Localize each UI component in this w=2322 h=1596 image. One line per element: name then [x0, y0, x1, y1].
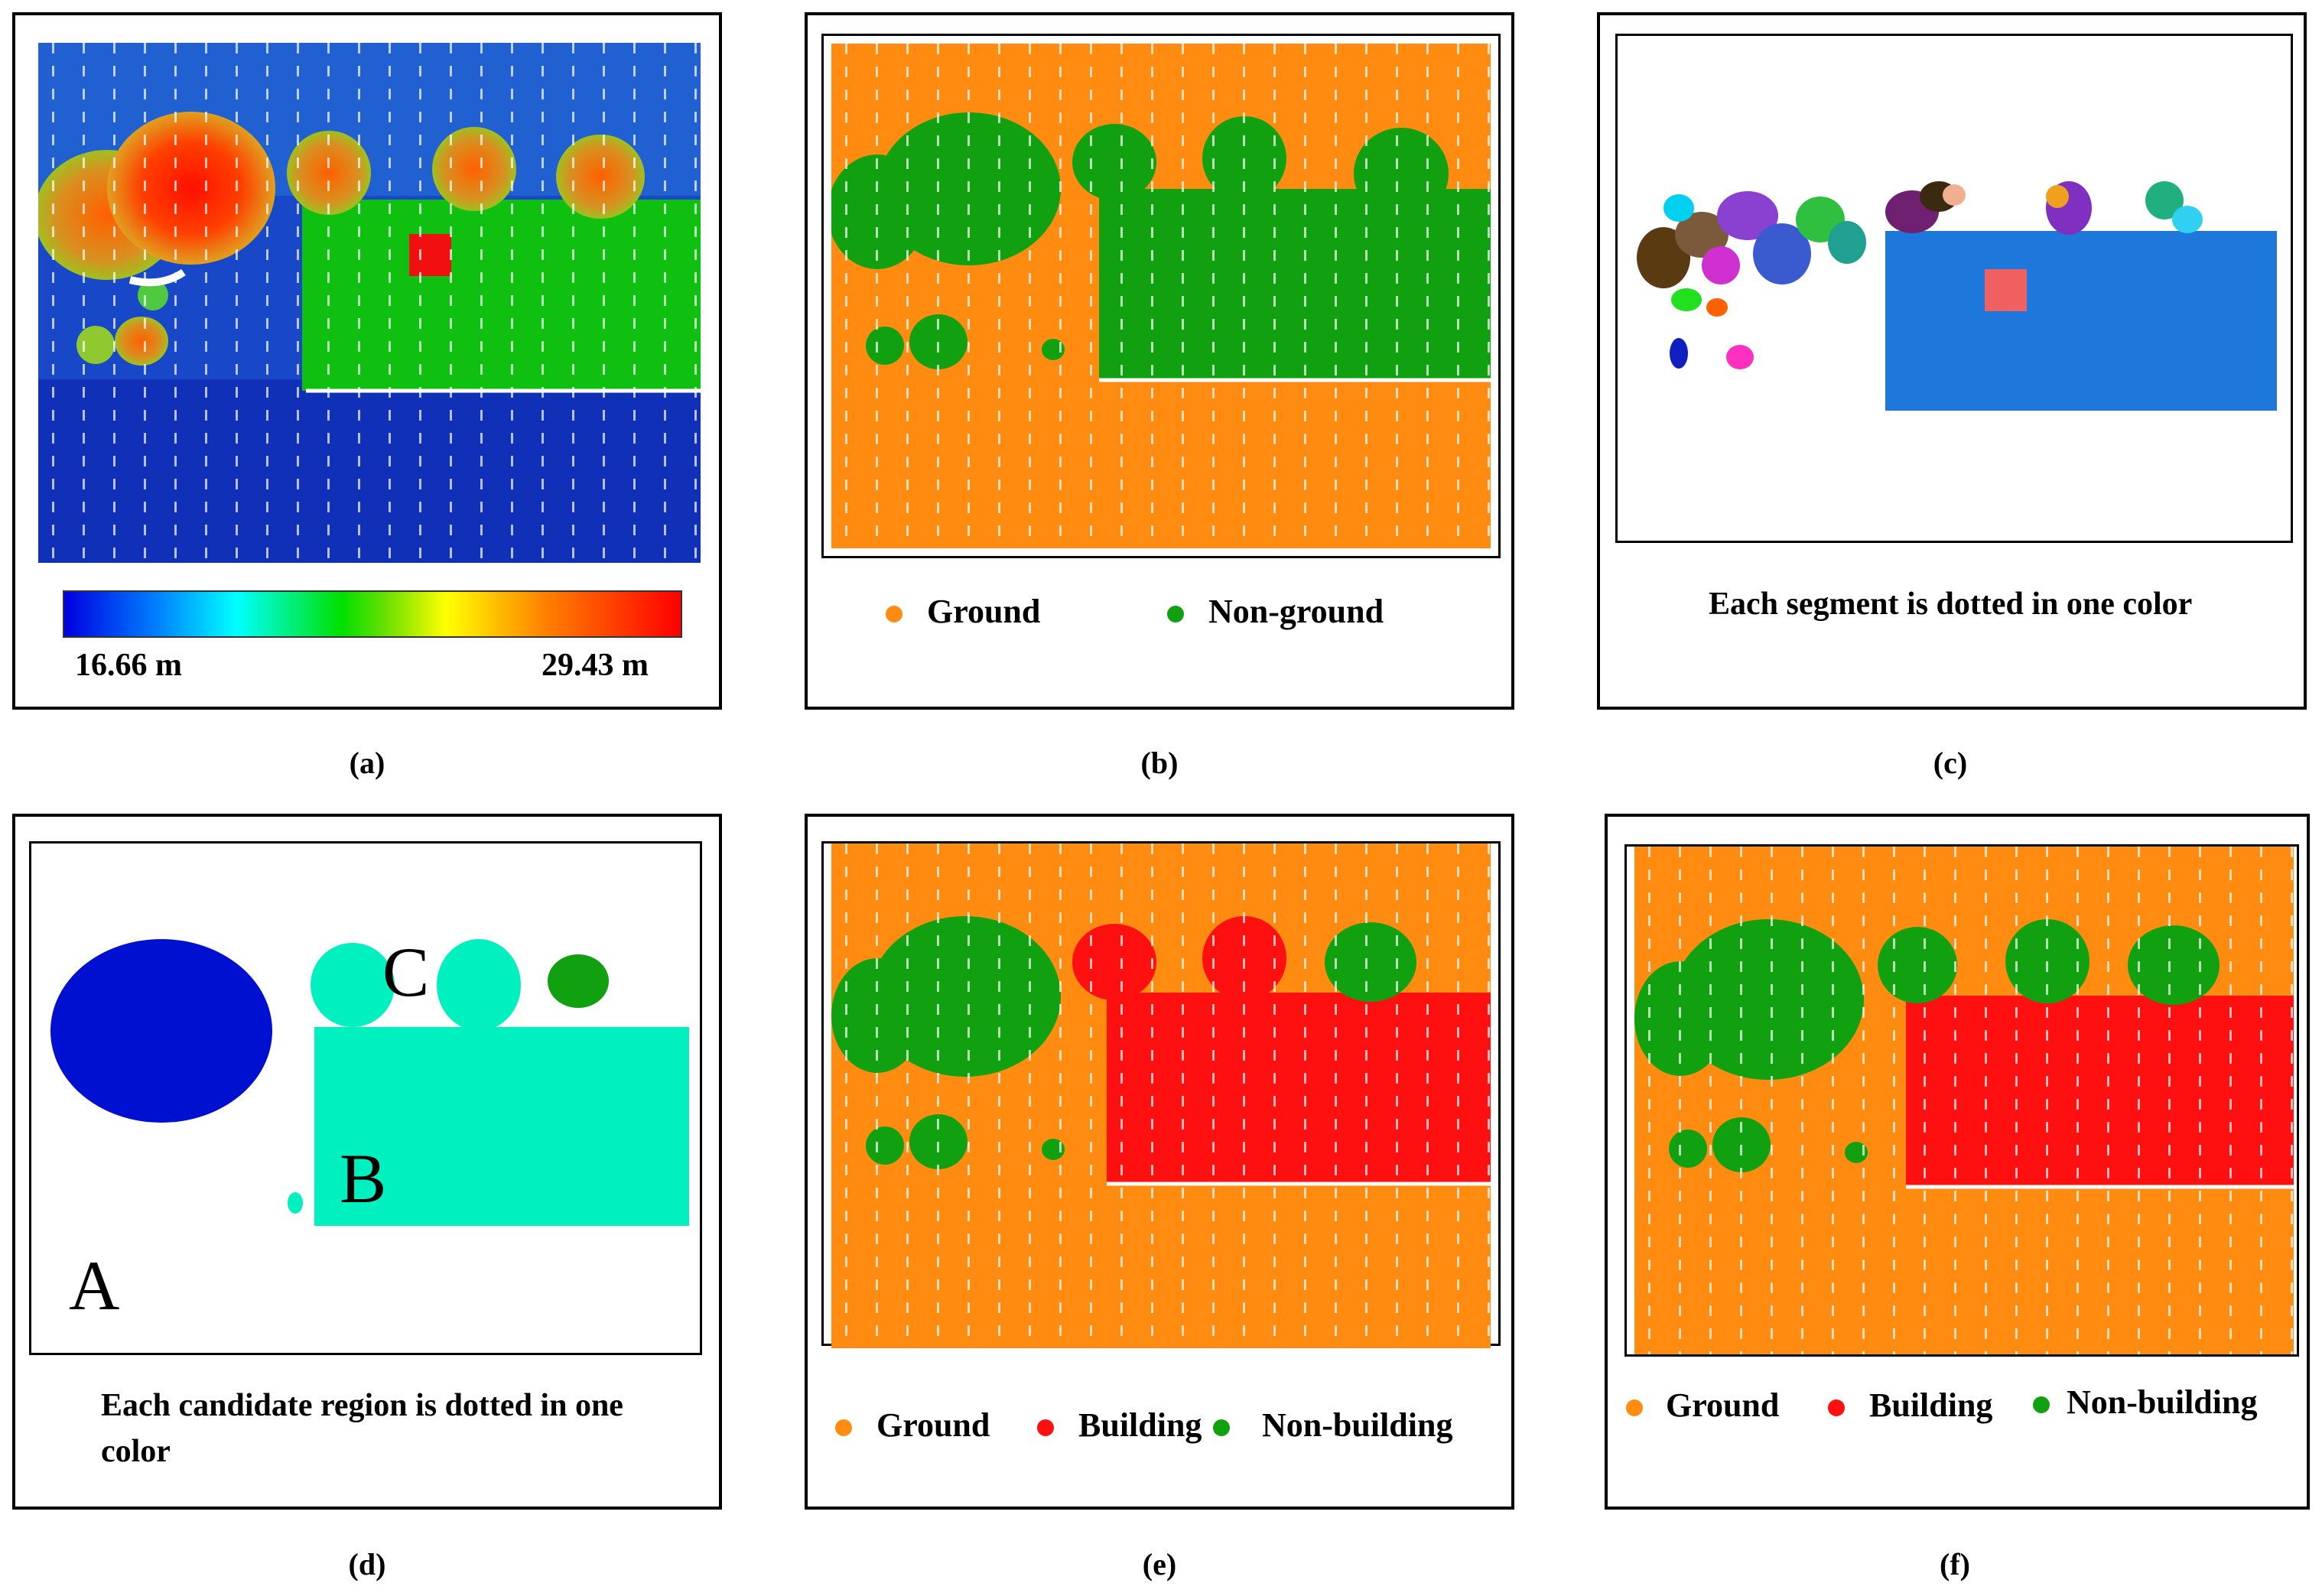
panel-e-plot-box — [821, 841, 1501, 1348]
e-building-legend-label: Building — [1078, 1406, 1202, 1444]
panel-b-label: (b) — [1140, 746, 1179, 780]
panel-e-label: (e) — [1142, 1547, 1177, 1581]
panel-c-plot-box — [1615, 34, 2293, 543]
panel-d-caption: Each candidate region is dotted in one c… — [101, 1388, 623, 1469]
panel-f-plot-box — [1624, 844, 2299, 1357]
region-label-c: C — [382, 933, 430, 1011]
final-building-map — [1634, 847, 2294, 1354]
region-label-a: A — [69, 1247, 120, 1325]
panel-e-frame: Ground Building Non-building — [805, 814, 1514, 1510]
panel-d-frame: A B C Each candidate region is dotted in… — [12, 814, 722, 1510]
panel-a-label: (a) — [349, 746, 385, 780]
e-ground-legend-label: Ground — [876, 1406, 990, 1444]
colorbar-min-label: 16.66 m — [75, 648, 182, 683]
height-map — [38, 43, 701, 563]
f-ground-legend-label: Ground — [1666, 1386, 1780, 1424]
nonground-legend-label: Non-ground — [1208, 593, 1384, 630]
colorbar-max-label: 29.43 m — [541, 648, 649, 683]
region-label-b: B — [340, 1139, 387, 1217]
f-ground-legend-dot — [1626, 1399, 1643, 1416]
panel-b-frame: Ground Non-ground — [805, 12, 1514, 710]
panel-c-frame: Each segment is dotted in one color — [1597, 12, 2307, 710]
color-bar — [63, 590, 682, 638]
f-building-legend-label: Building — [1869, 1386, 1993, 1424]
e-nonbuilding-legend-label: Non-building — [1262, 1406, 1453, 1444]
ground-legend-label: Ground — [927, 593, 1041, 630]
candidate-region-map — [31, 844, 700, 1353]
panel-b-plot-box — [821, 34, 1501, 558]
segmentation-map — [1618, 36, 2291, 541]
e-ground-legend-dot — [835, 1419, 852, 1436]
panel-d-plot-box — [29, 841, 702, 1355]
panel-c-label: (c) — [1933, 746, 1968, 780]
ground-legend-dot — [886, 606, 902, 622]
building-classification-map — [831, 844, 1491, 1348]
f-nonbuilding-legend-dot — [2033, 1396, 2050, 1413]
nonground-legend-dot — [1167, 606, 1184, 622]
panel-a-frame: 16.66 m 29.43 m — [12, 12, 722, 710]
f-building-legend-dot — [1828, 1399, 1845, 1416]
panel-c-caption: Each segment is dotted in one color — [1709, 587, 2193, 622]
e-nonbuilding-legend-dot — [1213, 1419, 1230, 1436]
f-nonbuilding-legend-label: Non-building — [2067, 1383, 2258, 1421]
panel-d-label: (d) — [348, 1547, 386, 1581]
panel-f-frame: Ground Building Non-building — [1605, 814, 2310, 1510]
ground-classification-map — [831, 44, 1491, 548]
e-building-legend-dot — [1037, 1419, 1054, 1436]
panel-f-label: (f) — [1940, 1547, 1970, 1581]
